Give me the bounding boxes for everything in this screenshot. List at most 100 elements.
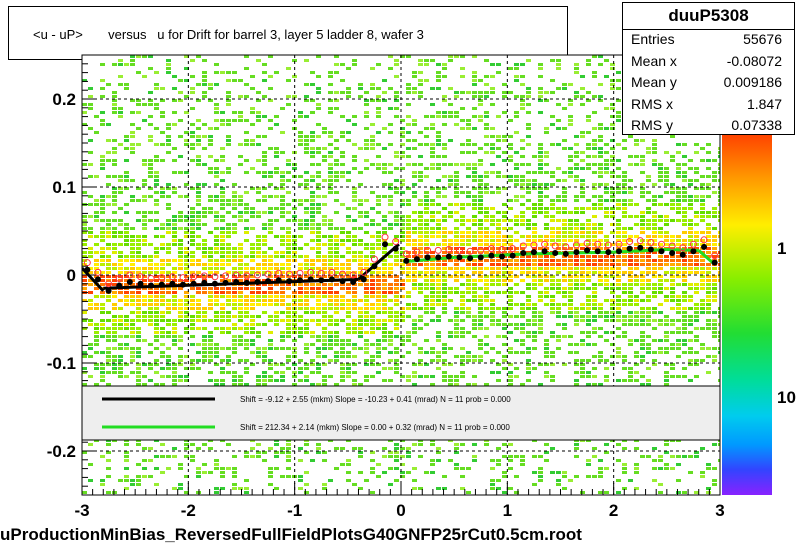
- density-cell: [268, 287, 273, 290]
- density-cell: [616, 295, 621, 298]
- density-cell: [616, 459, 621, 462]
- density-cell: [490, 151, 495, 154]
- density-cell: [604, 183, 609, 186]
- density-cell: [136, 335, 141, 338]
- density-cell: [622, 447, 627, 450]
- density-cell: [316, 371, 321, 374]
- density-cell: [658, 171, 663, 174]
- density-cell: [322, 243, 327, 246]
- density-cell: [172, 111, 177, 114]
- density-cell: [376, 223, 381, 226]
- density-cell: [640, 159, 645, 162]
- density-cell: [220, 227, 225, 230]
- density-cell: [316, 195, 321, 198]
- density-cell: [628, 339, 633, 342]
- density-cell: [160, 143, 165, 146]
- density-cell: [592, 163, 597, 166]
- density-cell: [148, 287, 153, 290]
- density-cell: [178, 195, 183, 198]
- density-cell: [88, 231, 93, 234]
- density-cell: [232, 299, 237, 302]
- density-cell: [544, 131, 549, 134]
- density-cell: [568, 271, 573, 274]
- density-cell: [580, 187, 585, 190]
- density-cell: [262, 255, 267, 258]
- density-cell: [124, 223, 129, 226]
- density-cell: [496, 139, 501, 142]
- density-cell: [310, 223, 315, 226]
- density-cell: [106, 347, 111, 350]
- density-cell: [232, 275, 237, 278]
- density-cell: [322, 203, 327, 206]
- density-cell: [100, 375, 105, 378]
- density-cell: [592, 235, 597, 238]
- density-cell: [214, 327, 219, 330]
- density-cell: [556, 247, 561, 250]
- density-cell: [658, 179, 663, 182]
- density-cell: [388, 275, 393, 278]
- density-cell: [136, 255, 141, 258]
- density-cell: [118, 359, 123, 362]
- density-cell: [130, 483, 135, 486]
- density-cell: [370, 295, 375, 298]
- density-cell: [448, 299, 453, 302]
- density-cell: [298, 379, 303, 382]
- density-cell: [202, 359, 207, 362]
- density-cell: [580, 179, 585, 182]
- density-cell: [316, 135, 321, 138]
- density-cell: [262, 211, 267, 214]
- density-cell: [274, 451, 279, 454]
- density-cell: [184, 267, 189, 270]
- density-cell: [280, 203, 285, 206]
- density-cell: [286, 67, 291, 70]
- density-cell: [598, 283, 603, 286]
- density-cell: [238, 319, 243, 322]
- density-cell: [556, 267, 561, 270]
- density-cell: [166, 307, 171, 310]
- density-cell: [514, 283, 519, 286]
- density-cell: [532, 179, 537, 182]
- density-cell: [322, 219, 327, 222]
- density-cell: [196, 471, 201, 474]
- density-cell: [424, 127, 429, 130]
- density-cell: [526, 255, 531, 258]
- density-cell: [646, 199, 651, 202]
- density-cell: [286, 443, 291, 446]
- density-cell: [208, 231, 213, 234]
- density-cell: [352, 343, 357, 346]
- density-cell: [472, 263, 477, 266]
- density-cell: [472, 179, 477, 182]
- density-cell: [196, 275, 201, 278]
- density-cell: [250, 139, 255, 142]
- density-cell: [82, 227, 87, 230]
- density-cell: [640, 323, 645, 326]
- density-cell: [226, 139, 231, 142]
- density-cell: [106, 123, 111, 126]
- density-cell: [166, 355, 171, 358]
- density-cell: [424, 375, 429, 378]
- density-cell: [622, 239, 627, 242]
- density-cell: [166, 367, 171, 370]
- density-cell: [208, 251, 213, 254]
- density-cell: [442, 115, 447, 118]
- density-cell: [244, 203, 249, 206]
- density-cell: [406, 379, 411, 382]
- density-cell: [334, 251, 339, 254]
- density-cell: [166, 195, 171, 198]
- density-cell: [88, 87, 93, 90]
- density-cell: [322, 131, 327, 134]
- density-cell: [652, 339, 657, 342]
- density-cell: [466, 195, 471, 198]
- density-cell: [202, 335, 207, 338]
- density-cell: [94, 323, 99, 326]
- density-cell: [400, 295, 405, 298]
- density-cell: [82, 371, 87, 374]
- density-cell: [286, 467, 291, 470]
- density-cell: [424, 223, 429, 226]
- density-cell: [190, 271, 195, 274]
- density-cell: [646, 211, 651, 214]
- density-cell: [502, 343, 507, 346]
- density-cell: [112, 191, 117, 194]
- density-cell: [268, 347, 273, 350]
- density-cell: [112, 323, 117, 326]
